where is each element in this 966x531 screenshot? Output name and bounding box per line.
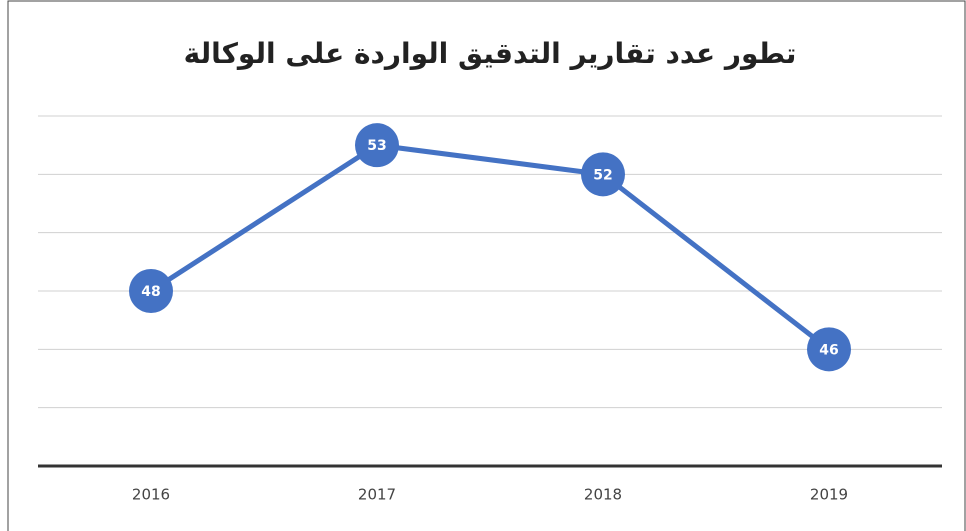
data-label: 53 [367, 138, 386, 154]
data-marker [581, 152, 625, 197]
data-label: 48 [141, 284, 160, 300]
x-tick-label: 2017 [358, 486, 396, 504]
data-label: 52 [593, 167, 612, 183]
chart-title: تطور عدد تقارير التدقيق الواردة على الوك… [184, 37, 797, 70]
x-tick-label: 2018 [584, 486, 622, 504]
data-marker [807, 327, 851, 372]
data-marker [355, 123, 399, 168]
x-tick-label: 2019 [810, 486, 848, 504]
data-label: 46 [819, 342, 838, 358]
data-line [149, 142, 831, 352]
x-tick-label: 2016 [132, 486, 170, 504]
data-marker [129, 269, 173, 313]
chart-frame [7, 0, 966, 531]
